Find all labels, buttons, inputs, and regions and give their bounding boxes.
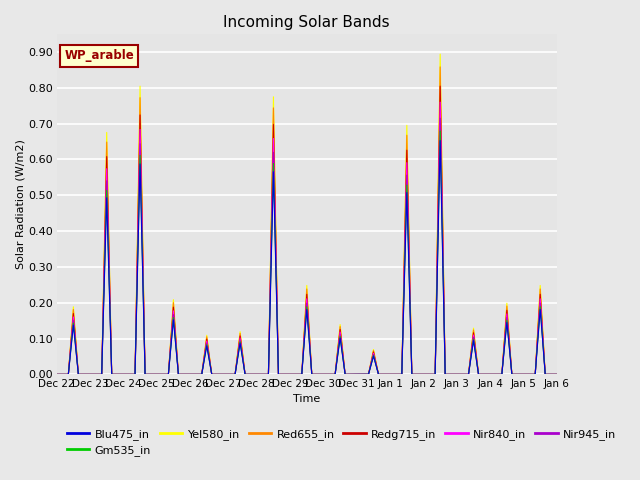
Y-axis label: Solar Radiation (W/m2): Solar Radiation (W/m2) — [15, 139, 25, 269]
X-axis label: Time: Time — [293, 394, 321, 404]
Title: Incoming Solar Bands: Incoming Solar Bands — [223, 15, 390, 30]
Text: WP_arable: WP_arable — [64, 49, 134, 62]
Legend: Blu475_in, Gm535_in, Yel580_in, Red655_in, Redg715_in, Nir840_in, Nir945_in: Blu475_in, Gm535_in, Yel580_in, Red655_i… — [62, 424, 621, 460]
